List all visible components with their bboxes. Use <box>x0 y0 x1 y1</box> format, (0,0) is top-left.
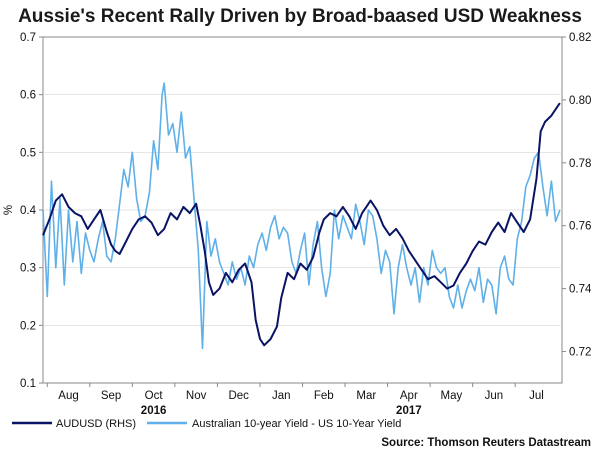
y-tick-label-right-0: 0.72 <box>569 347 591 359</box>
y-tick-label-right-4: 0.80 <box>569 95 591 107</box>
x-tick-label-feb: Feb <box>314 390 334 402</box>
gridlines <box>43 94 562 326</box>
y-tick-label-left-4: 0.5 <box>20 147 36 159</box>
x-tick-label-may: May <box>441 390 463 402</box>
series-line-audusd <box>42 102 561 347</box>
y-tick-label-left-1: 0.2 <box>20 320 36 332</box>
x-tick-label-mar: Mar <box>356 390 376 402</box>
y-tick-label-left-5: 0.6 <box>20 90 36 102</box>
legend-label-yield-spread: Australian 10-year Yield - US 10-Year Yi… <box>192 418 401 430</box>
legend: AUDUSD (RHS) Australian 10-year Yield - … <box>12 418 401 430</box>
y-tick-label-left-3: 0.4 <box>20 205 37 217</box>
y-tick-label-right-3: 0.78 <box>569 158 591 170</box>
ticks: 0.1 0.2 0.3 0.4 0.5 0.6 0.7 0.72 0.74 0.76 0.78 0.8… <box>20 32 592 417</box>
x-tick-label-apr: Apr <box>400 390 418 402</box>
x-year-label-2016: 2016 <box>141 405 167 417</box>
x-tick-label-aug: Aug <box>58 390 78 402</box>
y-tick-label-left-0: 0.1 <box>20 378 36 390</box>
x-tick-label-jul: Jul <box>529 390 544 402</box>
x-tick-label-jun: Jun <box>485 390 504 402</box>
legend-label-audusd: AUDUSD (RHS) <box>56 418 136 430</box>
y-tick-label-right-5: 0.82 <box>569 32 591 44</box>
y-tick-label-right-2: 0.76 <box>569 221 591 233</box>
y-tick-label-left-6: 0.7 <box>20 32 36 44</box>
y-axis-label: % <box>3 205 15 215</box>
source-note: Source: Thomson Reuters Datastream <box>381 437 591 449</box>
x-tick-label-sep: Sep <box>101 390 121 402</box>
series-layer <box>42 82 561 350</box>
x-tick-label-dec: Dec <box>228 390 249 402</box>
x-tick-label-nov: Nov <box>186 390 207 402</box>
x-tick-label-oct: Oct <box>145 390 164 402</box>
y-tick-label-right-1: 0.74 <box>569 284 592 296</box>
chart-title: Aussie's Recent Rally Driven by Broad-ba… <box>18 6 582 27</box>
series-line-yield-spread <box>42 82 561 350</box>
y-tick-label-left-2: 0.3 <box>20 263 36 275</box>
x-tick-label-jan: Jan <box>272 390 291 402</box>
x-year-label-2017: 2017 <box>396 405 422 417</box>
